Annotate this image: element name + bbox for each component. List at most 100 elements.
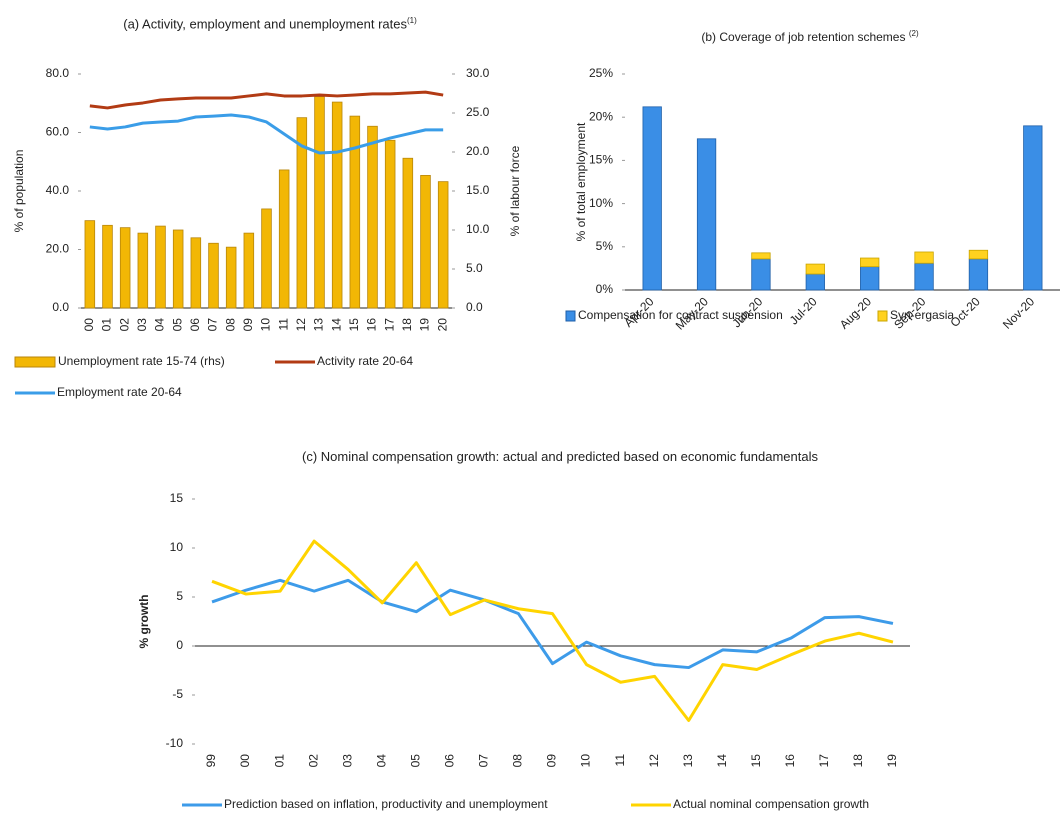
title-note: (1) bbox=[406, 16, 417, 25]
y-axis-label: % of population bbox=[12, 150, 26, 233]
legend-swatch bbox=[877, 310, 888, 322]
x-tick-label: 11 bbox=[276, 318, 290, 331]
bar bbox=[860, 266, 880, 291]
x-tick-label: 15 bbox=[749, 754, 763, 768]
x-tick-label: 19 bbox=[418, 318, 432, 332]
bar bbox=[805, 273, 825, 291]
bar bbox=[208, 242, 219, 309]
bar bbox=[642, 106, 662, 291]
y-tick-label: 0 bbox=[176, 638, 183, 652]
bar bbox=[437, 181, 449, 309]
bar bbox=[914, 262, 934, 291]
y-tick-label: 25% bbox=[589, 66, 613, 80]
y-tick-label: 40.0 bbox=[46, 183, 70, 197]
y2-tick-label: 15.0 bbox=[466, 183, 490, 197]
title-note: (2) bbox=[908, 29, 919, 38]
bar bbox=[119, 227, 131, 309]
x-tick-label: 04 bbox=[153, 318, 167, 332]
x-tick-label: Jul-20 bbox=[787, 294, 820, 327]
x-tick-label: 02 bbox=[117, 318, 131, 332]
x-tick-label: 11 bbox=[613, 754, 627, 767]
bar bbox=[968, 258, 989, 291]
line bbox=[89, 90, 444, 110]
line bbox=[89, 113, 444, 155]
bar bbox=[102, 224, 113, 309]
x-tick-label: 10 bbox=[259, 318, 273, 332]
chart-title: (a) Activity, employment and unemploymen… bbox=[123, 16, 407, 32]
x-tick-label: 17 bbox=[817, 754, 831, 768]
x-tick-label: 03 bbox=[135, 318, 149, 332]
chart-c-title-box: (c) Nominal compensation growth: actual … bbox=[250, 448, 870, 466]
x-tick-label: 12 bbox=[294, 318, 308, 332]
y-tick-label: 15 bbox=[170, 491, 184, 505]
y2-tick-label: 5.0 bbox=[466, 261, 483, 275]
legend-label: Compensation for contract suspension bbox=[578, 308, 783, 322]
x-tick-label: 01 bbox=[272, 754, 286, 768]
legend-label: Actual nominal compensation growth bbox=[673, 797, 869, 811]
x-tick-label: 07 bbox=[206, 318, 220, 332]
bar bbox=[314, 96, 325, 309]
bar bbox=[190, 237, 202, 309]
x-tick-label: 05 bbox=[408, 754, 422, 768]
x-tick-label: 16 bbox=[365, 318, 379, 332]
x-tick-label: 07 bbox=[477, 754, 491, 768]
bar bbox=[696, 138, 717, 291]
y-tick-label: -5 bbox=[172, 687, 183, 701]
x-tick-label: Nov-20 bbox=[1000, 294, 1037, 331]
line bbox=[211, 578, 894, 670]
x-tick-label: 18 bbox=[851, 754, 865, 768]
y-tick-label: 0% bbox=[596, 282, 614, 296]
bar bbox=[331, 101, 343, 309]
bar bbox=[84, 220, 96, 309]
bar bbox=[751, 252, 771, 260]
bar bbox=[278, 169, 290, 309]
x-tick-label: 13 bbox=[681, 754, 695, 768]
x-tick-label: 08 bbox=[223, 318, 237, 332]
bar bbox=[1023, 125, 1043, 291]
y2-axis-label: % of labour force bbox=[508, 145, 522, 236]
x-tick-label: 00 bbox=[238, 754, 252, 768]
bar bbox=[296, 117, 308, 309]
y-tick-label: 20.0 bbox=[46, 242, 70, 256]
bar bbox=[384, 139, 396, 309]
bar bbox=[155, 225, 166, 309]
x-tick-label: 18 bbox=[400, 318, 414, 332]
y-tick-label: 10 bbox=[170, 540, 184, 554]
y-tick-label: -10 bbox=[166, 736, 184, 750]
x-tick-label: 02 bbox=[306, 754, 320, 768]
x-tick-label: 08 bbox=[511, 754, 525, 768]
y2-tick-label: 10.0 bbox=[466, 222, 490, 236]
legend-label: Activity rate 20-64 bbox=[317, 354, 413, 368]
x-tick-label: 15 bbox=[347, 318, 361, 332]
y-axis-label: % of total employment bbox=[574, 122, 588, 241]
chart-title: (b) Coverage of job retention schemes bbox=[701, 30, 906, 44]
chart-title: (c) Nominal compensation growth: actual … bbox=[302, 449, 818, 464]
bar bbox=[402, 157, 414, 309]
x-tick-label: 13 bbox=[312, 318, 326, 332]
bar bbox=[805, 263, 825, 275]
y-tick-label: 0.0 bbox=[52, 300, 69, 314]
y-axis-label: % growth bbox=[137, 595, 151, 649]
legend-label: Prediction based on inflation, productiv… bbox=[224, 797, 548, 811]
y-tick-label: 15% bbox=[589, 153, 613, 167]
bar bbox=[261, 208, 272, 309]
x-tick-label: Aug-20 bbox=[837, 294, 874, 331]
x-tick-label: 06 bbox=[443, 754, 457, 768]
x-tick-label: 05 bbox=[170, 318, 184, 332]
x-tick-label: 99 bbox=[204, 754, 218, 768]
y-tick-label: 5% bbox=[596, 239, 614, 253]
bar bbox=[243, 232, 255, 309]
x-tick-label: 09 bbox=[545, 754, 559, 768]
bar bbox=[751, 258, 771, 291]
x-tick-label: 16 bbox=[783, 754, 797, 768]
x-tick-label: 20 bbox=[435, 318, 449, 332]
y-tick-label: 60.0 bbox=[46, 125, 70, 139]
y2-tick-label: 30.0 bbox=[466, 66, 490, 80]
line bbox=[211, 539, 894, 722]
bar bbox=[137, 232, 149, 309]
y2-tick-label: 0.0 bbox=[466, 300, 483, 314]
x-tick-label: 06 bbox=[188, 318, 202, 332]
legend-swatch bbox=[565, 310, 576, 322]
